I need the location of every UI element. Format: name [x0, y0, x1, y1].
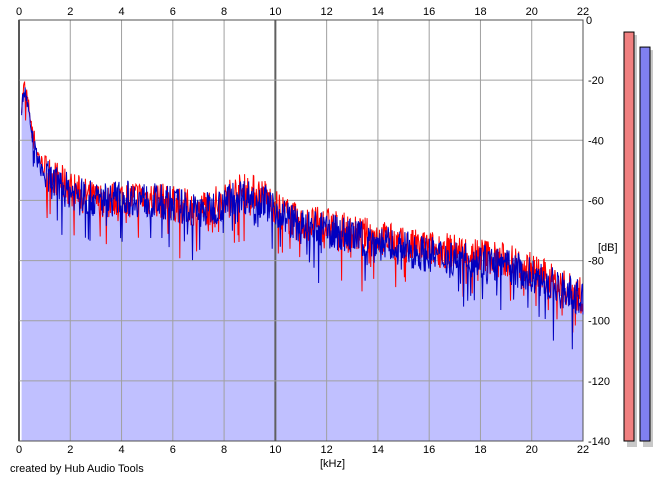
- plot-border: [18, 19, 584, 442]
- x-tick-label-top: 10: [269, 6, 281, 18]
- x-tick-label-top: 12: [321, 6, 333, 18]
- level-meter-0: [623, 31, 635, 442]
- x-tick-label-top: 16: [423, 6, 435, 18]
- x-tick-label-top: 2: [67, 6, 73, 18]
- y-tick-label: -40: [588, 135, 604, 147]
- spectrum-fill: [21, 87, 584, 442]
- y-tick-label: -140: [588, 436, 610, 448]
- x-tick-label-bottom: 6: [170, 444, 176, 456]
- x-tick-label-bottom: 12: [321, 444, 333, 456]
- y-tick-label: -20: [588, 75, 604, 87]
- x-tick-label-bottom: 8: [221, 444, 227, 456]
- credit-text: created by Hub Audio Tools: [10, 463, 144, 475]
- y-tick-label: -80: [588, 256, 604, 268]
- y-tick-label: 0: [586, 15, 592, 27]
- x-tick-label-top: 18: [474, 6, 486, 18]
- y-tick-label: -120: [588, 376, 610, 388]
- y-tick-label: -60: [588, 195, 604, 207]
- level-meter-1: [639, 46, 651, 442]
- x-axis-label: [kHz]: [320, 458, 345, 470]
- x-tick-label-bottom: 14: [372, 444, 384, 456]
- y-axis-label: [dB]: [598, 242, 618, 254]
- series-line-0: [21, 80, 584, 333]
- x-tick-label-top: 8: [221, 6, 227, 18]
- x-tick-label-top: 20: [526, 6, 538, 18]
- x-tick-label-top: 14: [372, 6, 384, 18]
- x-tick-label-bottom: 16: [423, 444, 435, 456]
- x-tick-label-top: 6: [170, 6, 176, 18]
- x-tick-label-top: 22: [577, 6, 589, 18]
- y-tick-label: -100: [588, 316, 610, 328]
- x-tick-label-bottom: 0: [16, 444, 22, 456]
- x-tick-label-bottom: 10: [269, 444, 281, 456]
- x-tick-label-bottom: 18: [474, 444, 486, 456]
- x-tick-label-top: 4: [118, 6, 124, 18]
- x-tick-label-bottom: 2: [67, 444, 73, 456]
- x-tick-label-bottom: 4: [118, 444, 124, 456]
- x-tick-label-top: 0: [16, 6, 22, 18]
- x-tick-label-bottom: 20: [526, 444, 538, 456]
- x-tick-label-bottom: 22: [577, 444, 589, 456]
- series-line-1: [21, 87, 584, 350]
